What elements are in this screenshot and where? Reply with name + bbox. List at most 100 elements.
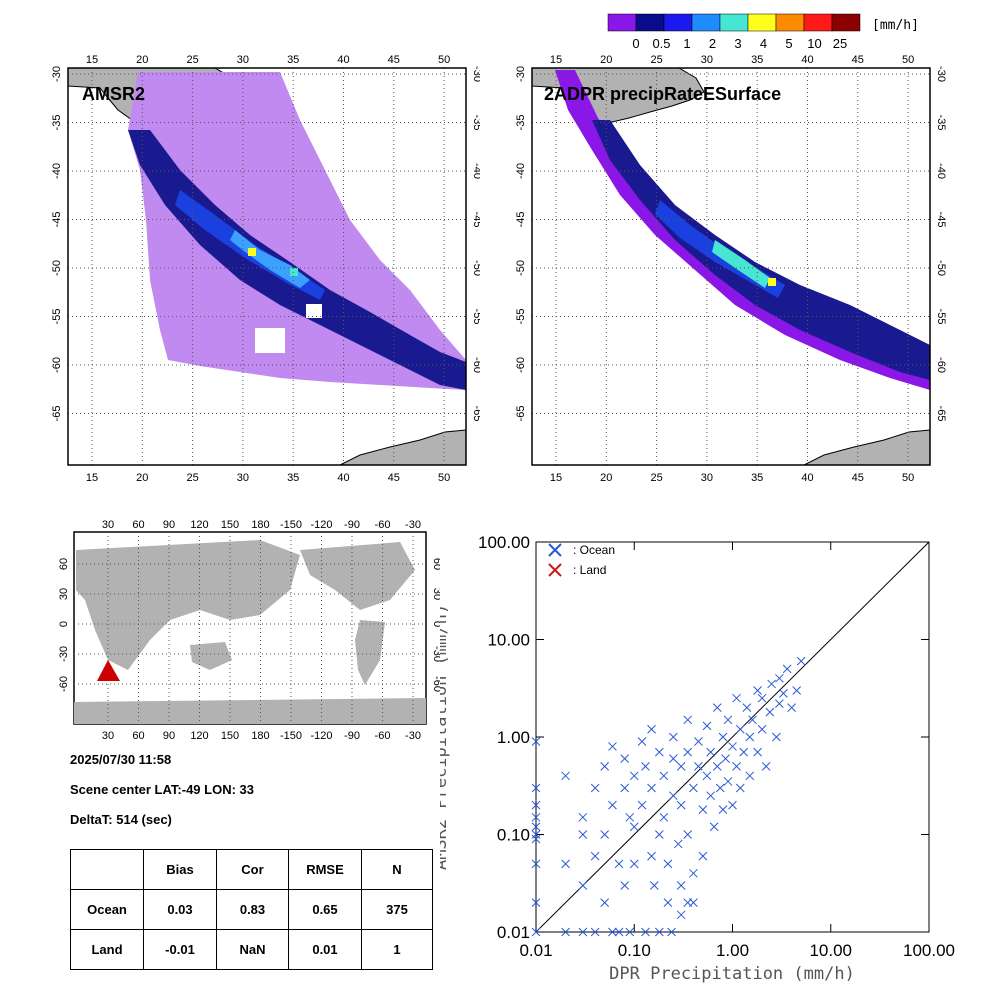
scatter-point <box>578 812 588 822</box>
globe-lon-tick-label: 150 <box>221 730 239 740</box>
scatter-point <box>712 703 722 713</box>
scatter-point <box>531 800 541 810</box>
lat-tick-label: -45 <box>51 212 63 228</box>
globe-lat-tick-label: -60 <box>58 676 70 692</box>
scatter-point <box>531 898 541 908</box>
scatter-point <box>629 822 639 832</box>
scatter-point <box>608 742 617 751</box>
lon-tick-label: 25 <box>186 472 198 484</box>
scatter-point <box>676 881 686 890</box>
scatter-point <box>706 747 716 757</box>
globe-lon-tick-label: -90 <box>344 519 360 531</box>
lat-tick-label: -40 <box>51 163 63 179</box>
scatter-point <box>745 771 755 781</box>
lat-tick-label: -45 <box>515 212 527 228</box>
scatter-point <box>723 715 733 725</box>
scatter-point <box>775 673 784 683</box>
lon-tick-label: 20 <box>136 54 148 66</box>
scatter-point <box>694 761 703 771</box>
scatter-point <box>608 800 617 810</box>
globe-lon-tick-label: 120 <box>190 519 208 531</box>
scene-datetime: 2025/07/30 11:58 <box>70 752 172 767</box>
scatter-point <box>702 771 712 781</box>
colorbar-tick-label: 2 <box>709 36 716 51</box>
colorbar-tick-label: 3 <box>734 36 741 51</box>
lon-tick-label: 45 <box>388 54 400 66</box>
scatter-point <box>676 761 686 771</box>
stats-header-n: N <box>361 849 433 890</box>
scatter-point <box>600 830 610 839</box>
scatter-point <box>629 859 639 869</box>
lon-tick-label: 20 <box>136 472 148 484</box>
lat-tick-label: -60 <box>935 357 947 373</box>
lon-tick-label: 25 <box>650 472 662 484</box>
scatter-point <box>625 927 635 937</box>
scatter-point <box>676 910 686 920</box>
globe-lon-tick-label: -120 <box>310 730 332 740</box>
scatter-point <box>757 693 767 703</box>
scatter-point <box>757 724 767 734</box>
scatter-point <box>620 881 630 890</box>
lon-tick-label: 40 <box>337 54 349 66</box>
globe-lon-tick-label: 30 <box>102 730 114 740</box>
dpr-title: 2ADPR precipRateESurface <box>544 84 781 104</box>
lon-tick-label: 35 <box>751 472 763 484</box>
scatter-point <box>765 707 775 717</box>
globe-lon-tick-label: 90 <box>163 519 175 531</box>
scatter-point <box>620 783 630 793</box>
lon-tick-label: 20 <box>600 472 612 484</box>
scatter-point <box>698 805 708 814</box>
scatter-point <box>718 805 728 814</box>
antarctica-landmass <box>339 429 466 465</box>
globe-lat-tick-label: 60 <box>431 558 440 570</box>
stats-header-blank <box>70 849 144 890</box>
scatter-point <box>775 699 784 708</box>
globe-lat-tick-label: 0 <box>58 621 70 627</box>
lon-tick-label: 30 <box>237 472 249 484</box>
x-tick-label: 10.00 <box>809 941 852 960</box>
africa-europe-asia <box>76 540 300 670</box>
stats-header-bias: Bias <box>143 849 217 890</box>
legend-label: : Land <box>573 563 606 577</box>
scatter-point <box>647 851 656 861</box>
lon-tick-label: 30 <box>701 54 713 66</box>
stats-table: Bias Cor RMSE N Ocean 0.03 0.83 0.65 375… <box>70 849 433 970</box>
scatter-point <box>694 737 703 746</box>
lon-tick-label: 45 <box>388 472 400 484</box>
lat-tick-label: -55 <box>515 309 527 325</box>
scatter-point <box>767 679 776 689</box>
lat-tick-label: -55 <box>471 309 480 325</box>
scatter-point <box>561 927 570 937</box>
scatter-point <box>637 737 647 746</box>
globe-lon-tick-label: -120 <box>310 519 332 531</box>
globe-lon-tick-label: -30 <box>405 519 421 531</box>
y-tick-label: 1.00 <box>497 728 530 747</box>
scatter-point <box>531 783 541 793</box>
amsr2-title: AMSR2 <box>82 84 145 104</box>
scatter-point <box>531 822 541 832</box>
scatter-point <box>728 742 737 751</box>
globe-lon-tick-label: 90 <box>163 730 175 740</box>
scatter-point <box>668 732 678 742</box>
lat-tick-label: -60 <box>471 357 480 373</box>
lat-tick-label: -55 <box>935 309 947 325</box>
scatter-point <box>761 761 771 771</box>
scatter-point <box>531 927 541 937</box>
antarctica <box>74 698 426 724</box>
scatter-point <box>732 693 741 703</box>
scatter-point <box>742 703 752 713</box>
scatter-point <box>792 686 802 695</box>
scatter-point <box>732 761 741 771</box>
scatter-point <box>709 822 719 832</box>
stats-cell: 0.83 <box>216 889 289 930</box>
scatter-point <box>668 754 678 763</box>
lon-tick-label: 15 <box>550 54 562 66</box>
scatter-point <box>779 689 788 698</box>
scatter-point <box>782 664 792 674</box>
scatter-point <box>659 771 669 781</box>
globe-overview-panel: 30 30 60 60 90 90 120 120 150 150 180 180 -150 -150 -1… <box>58 519 440 740</box>
scatter-point <box>683 715 693 725</box>
lon-tick-label: 40 <box>801 472 813 484</box>
globe-lon-tick-label: -60 <box>375 730 391 740</box>
scatter-point <box>787 703 797 713</box>
